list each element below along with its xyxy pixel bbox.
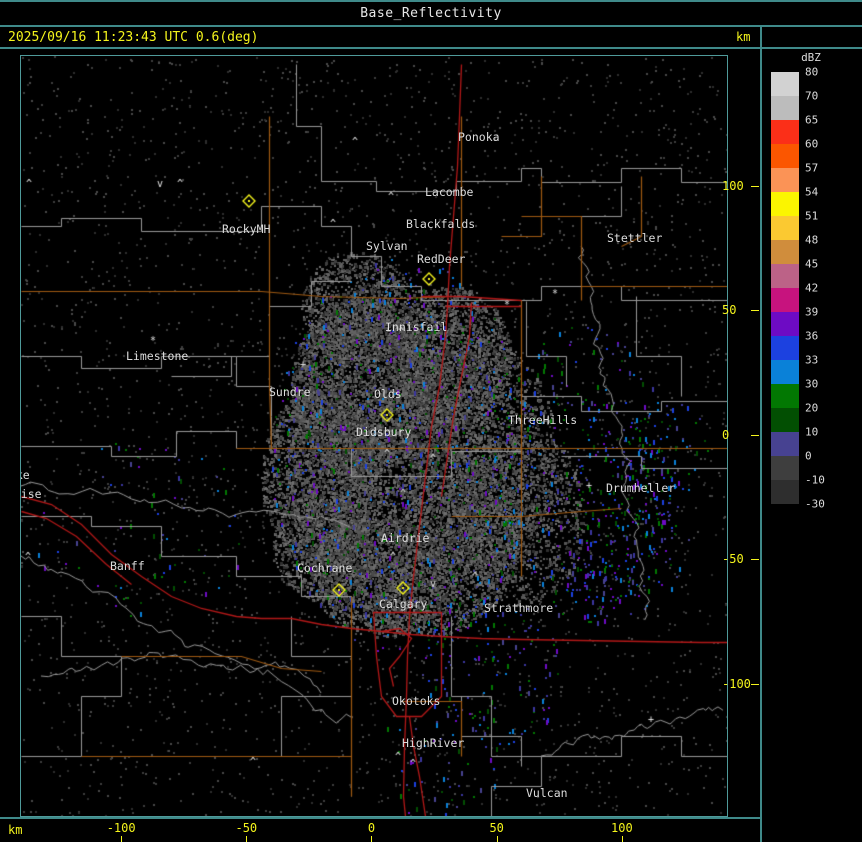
city-label: Innisfail <box>385 320 448 334</box>
colorbar-tick-label: 10 <box>805 425 819 439</box>
colorbar-tick-label: 54 <box>805 185 819 199</box>
y-tick-mark <box>751 434 759 436</box>
panel-divider-horizontal <box>760 47 862 49</box>
colorbar-tick-label: 60 <box>805 137 819 151</box>
city-label: Airdrie <box>381 531 430 545</box>
colorbar-swatch[interactable] <box>771 360 799 384</box>
x-tick-mark <box>246 836 248 842</box>
title-bar: Base_Reflectivity <box>0 0 862 27</box>
colorbar-swatch[interactable] <box>771 336 799 360</box>
panel-divider-vertical <box>760 27 762 842</box>
colorbar-swatch[interactable] <box>771 288 799 312</box>
colorbar-tick-label: 45 <box>805 257 819 271</box>
colorbar-tick-label: 51 <box>805 209 819 223</box>
city-label: Sundre <box>269 385 311 399</box>
colorbar-swatch[interactable] <box>771 192 799 216</box>
city-label: RockyMH <box>222 222 271 236</box>
city-label: Lacombe <box>425 185 474 199</box>
colorbar-swatch[interactable] <box>771 312 799 336</box>
km-unit-label-top: km <box>736 30 751 44</box>
y-tick-mark <box>751 559 759 561</box>
colorbar-swatch[interactable] <box>771 384 799 408</box>
colorbar-swatch[interactable] <box>771 408 799 432</box>
city-label: Ponoka <box>458 130 500 144</box>
city-label: ThreeHills <box>508 413 578 427</box>
colorbar-tick-label: 65 <box>805 113 819 127</box>
colorbar-swatch[interactable] <box>771 240 799 264</box>
city-label: Stettler <box>607 231 663 245</box>
colorbar-tick-label: 80 <box>805 65 819 79</box>
colorbar-tick-label: 30 <box>805 377 819 391</box>
y-tick-label: -50 <box>722 552 744 567</box>
colorbar-tick-label: 42 <box>805 281 819 295</box>
y-tick-mark <box>751 683 759 685</box>
colorbar-swatch[interactable] <box>771 456 799 480</box>
city-label: Louise <box>20 487 42 501</box>
city-label: Limestone <box>126 349 189 363</box>
page-title: Base_Reflectivity <box>360 6 502 21</box>
colorbar-swatch[interactable] <box>771 144 799 168</box>
y-tick-label: 50 <box>722 303 737 318</box>
city-label: Cochrane <box>297 561 353 575</box>
city-label: Didsbury <box>356 425 412 439</box>
colorbar-tick-label: 48 <box>805 233 819 247</box>
x-tick-label: -50 <box>235 821 258 835</box>
y-tick-label: 0 <box>722 427 730 442</box>
colorbar-swatch[interactable] <box>771 480 799 504</box>
city-label: Calgary <box>379 597 428 611</box>
colorbar[interactable] <box>771 72 799 504</box>
colorbar-tick-label: 57 <box>805 161 819 175</box>
city-label: Vulcan <box>526 786 568 800</box>
colorbar-tick-label: 33 <box>805 353 819 367</box>
colorbar-tick-label: 36 <box>805 329 819 343</box>
colorbar-swatch[interactable] <box>771 432 799 456</box>
colorbar-swatch[interactable] <box>771 216 799 240</box>
city-label: RedDeer <box>417 252 466 266</box>
colorbar-tick-label: 39 <box>805 305 819 319</box>
x-tick-label: 100 <box>611 821 633 835</box>
colorbar-swatch[interactable] <box>771 120 799 144</box>
city-label: Lake <box>21 468 30 482</box>
city-label: Sylvan <box>366 239 408 253</box>
x-tick-label: 0 <box>367 821 376 835</box>
y-tick-label: 100 <box>722 178 744 193</box>
city-label: Okotoks <box>392 694 441 708</box>
city-label: Drumheller <box>606 481 676 495</box>
timestamp-label: 2025/09/16 11:23:43 UTC 0.6(deg) <box>8 30 259 45</box>
x-tick-mark <box>621 836 623 842</box>
x-axis: km <box>0 817 760 842</box>
colorbar-swatch[interactable] <box>771 168 799 192</box>
colorbar-tick-label: -10 <box>805 473 825 487</box>
radar-echo-canvas <box>21 56 727 816</box>
y-tick-mark <box>751 185 759 187</box>
x-tick-mark <box>121 836 123 842</box>
y-tick-label: -100 <box>722 676 751 691</box>
colorbar-tick-label: 20 <box>805 401 819 415</box>
colorbar-title: dBZ <box>801 51 821 64</box>
y-tick-mark <box>751 310 759 312</box>
radar-map-plot[interactable]: Ponoka Lacombe RockyMH Blackfalds Sylvan RedD… <box>20 55 728 817</box>
city-label: HighRiver <box>402 736 465 750</box>
colorbar-tick-label: 70 <box>805 89 819 103</box>
city-label: Olds <box>374 387 402 401</box>
x-tick-mark <box>371 836 373 842</box>
km-unit-label-bottom: km <box>8 823 23 837</box>
city-label: Banff <box>110 559 145 573</box>
colorbar-swatch[interactable] <box>771 264 799 288</box>
city-label: Blackfalds <box>406 217 476 231</box>
x-tick-mark <box>496 836 498 842</box>
x-tick-label: 50 <box>489 821 504 835</box>
info-bar: 2025/09/16 11:23:43 UTC 0.6(deg) <box>0 27 760 49</box>
colorbar-swatch[interactable] <box>771 96 799 120</box>
colorbar-tick-label: -30 <box>805 497 825 511</box>
colorbar-tick-label: 0 <box>805 449 812 463</box>
x-tick-label: -100 <box>106 821 136 835</box>
colorbar-swatch[interactable] <box>771 72 799 96</box>
city-label: Strathmore <box>484 601 554 615</box>
